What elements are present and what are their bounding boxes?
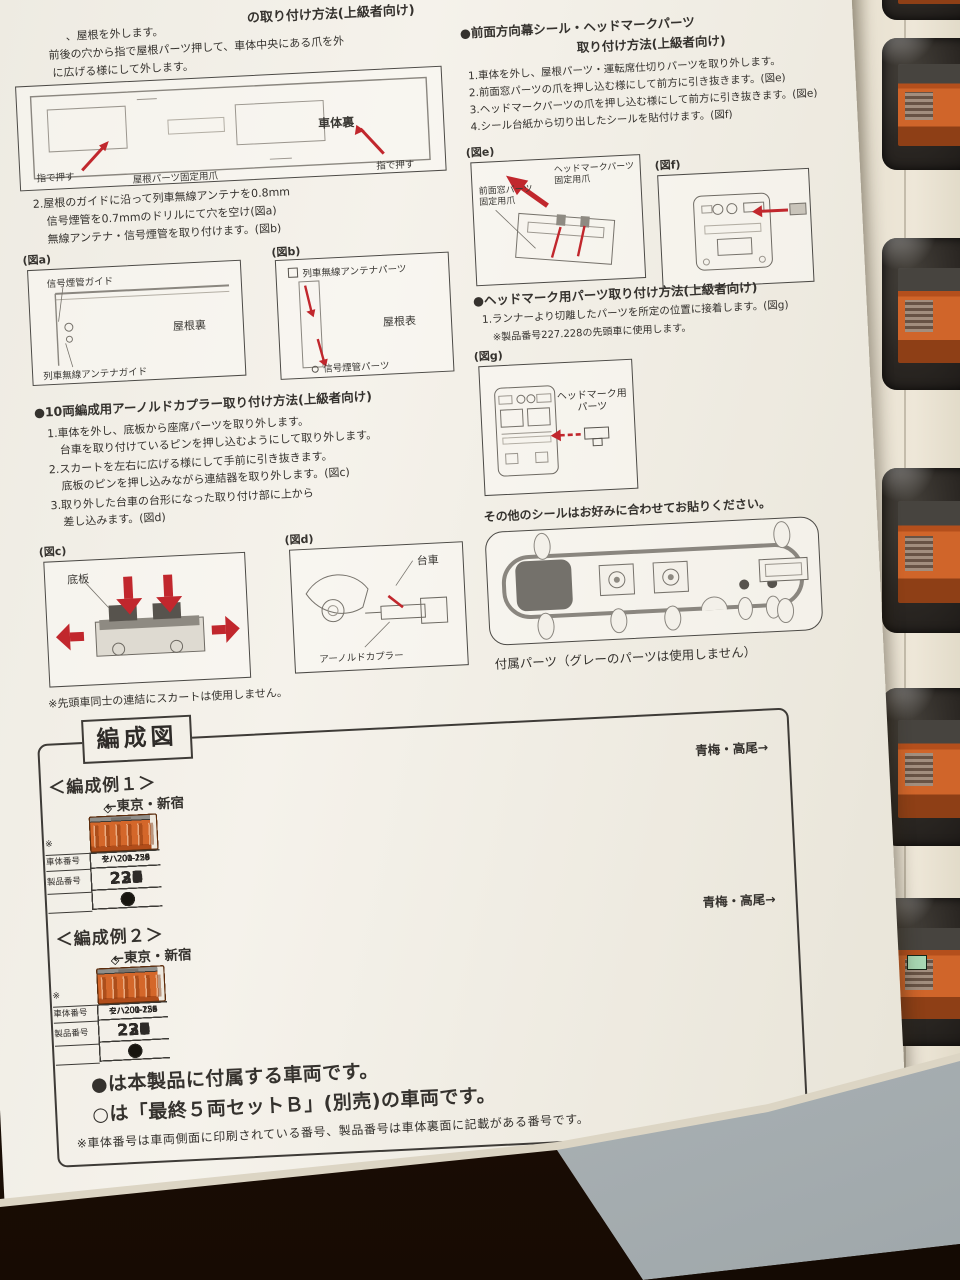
push-here-label: 指で押す xyxy=(36,171,75,185)
marker-circle xyxy=(127,1043,143,1059)
figure-g-label: (図g) xyxy=(473,349,504,364)
formation-2-table: ※ 車体番号 製品番号 ◇ クハ201-128 223 ◇ モハ201-254 … xyxy=(51,954,170,1066)
figure-a-diagram: 信号煙管ガイド 屋根裏 列車無線アンテナガイド xyxy=(27,259,247,387)
instruction-sheet: の取り付け方法(上級者向け) 、屋根を外します。 前後の穴から指で屋根パーツ押し… xyxy=(0,0,910,1241)
formation-row-labels: ※ 車体番号 製品番号 xyxy=(51,956,100,1066)
boxed-model-car-window xyxy=(882,238,960,390)
marker-row xyxy=(47,891,93,914)
figure-g-diagram: ヘッドマーク用パーツ xyxy=(478,358,639,497)
marker-circle xyxy=(120,891,135,907)
bogie-label: 台車 xyxy=(416,553,439,568)
push-here-label: 指で押す xyxy=(376,159,415,172)
figure-e-label: (図e) xyxy=(465,145,495,160)
figure-b-label: (図b) xyxy=(271,244,301,260)
direction-ome-takao: 青梅・高尾→ xyxy=(702,891,776,910)
model-train-car-photo xyxy=(898,64,960,147)
roof-claw-label: 屋根パーツ固定用爪 xyxy=(132,170,219,186)
ownership-marker xyxy=(98,1038,170,1062)
model-train-car-photo xyxy=(898,719,960,818)
formation-1-table: ※ 車体番号 製品番号 ◇ クハ201-128 223 ◇ モハ201-254 … xyxy=(43,802,163,914)
row-note-mark: ※ xyxy=(52,991,61,1002)
formation-car-column: ◇ クハ200-129 232 xyxy=(87,800,163,910)
figure-d-label: (図d) xyxy=(284,532,314,547)
figure-c-diagram: 底板 xyxy=(43,551,252,688)
figure-a-label: (図a) xyxy=(22,253,52,268)
train-car-drawing xyxy=(96,965,166,1005)
headmark-claw-label: ヘッドマークパーツ固定用爪 xyxy=(553,161,635,187)
floor-plate-label: 底板 xyxy=(66,572,90,587)
headmark-part-label: ヘッドマーク用パーツ xyxy=(556,388,628,414)
skirt-note: ※先頭車同士の連結にスカートは使用しません。 xyxy=(47,685,289,711)
train-car-drawing xyxy=(88,813,159,853)
formation-car-column: ◇ クハ200-129 232 xyxy=(95,952,170,1062)
figure-d-diagram: 台車 アーノルドカプラー xyxy=(288,541,469,674)
roof-top-label: 屋根表 xyxy=(382,314,417,329)
model-train-car-photo xyxy=(898,501,960,604)
boxed-model-car-window xyxy=(882,468,960,633)
figure-f-label: (図f) xyxy=(654,158,681,173)
boxed-model-car-window xyxy=(882,0,960,20)
model-train-car-photo xyxy=(898,268,960,363)
destination-sign xyxy=(906,955,928,970)
roof-underside-label: 屋根裏 xyxy=(172,318,207,334)
ownership-marker xyxy=(91,886,163,910)
front-window-claw-label: 前面窓パーツ固定用爪 xyxy=(478,184,533,209)
model-train-car-photo xyxy=(898,927,960,1020)
figure-b-diagram: 列車無線アンテナパーツ 屋根表 信号煙管パーツ xyxy=(274,251,455,380)
figure-e-diagram: 前面窓パーツ固定用爪 ヘッドマークパーツ固定用爪 xyxy=(470,154,647,287)
model-train-car-photo xyxy=(898,0,960,4)
roof-removal-diagram: 指で押す 車体裏 屋根パーツ固定用爪 指で押す xyxy=(15,65,447,192)
coupler-section-heading: ●10両編成用アーノルドカプラー取り付け方法(上級者向け) xyxy=(33,388,373,421)
formation-row-labels: ※ 車体番号 製品番号 xyxy=(43,804,93,914)
direction-ome-takao: 青梅・高尾→ xyxy=(694,739,769,759)
body-underside-label: 車体裏 xyxy=(317,115,355,131)
formation-diagram-title: 編成図 xyxy=(81,714,194,765)
boxed-model-car-window xyxy=(882,688,960,846)
row-note-mark: ※ xyxy=(44,839,53,850)
included-parts-caption: 付属パーツ（グレーのパーツは使用しません） xyxy=(494,644,757,672)
roof-removal-line-art xyxy=(29,76,431,180)
marker-row xyxy=(54,1043,100,1066)
product-number-row-label: 製品番号 xyxy=(53,1020,99,1046)
section-heading-fragment: の取り付け方法(上級者向け) xyxy=(246,2,416,27)
figure-f-diagram xyxy=(657,167,815,290)
step-text: 、屋根を外します。 xyxy=(65,25,164,44)
included-parts-diagram xyxy=(484,515,824,647)
product-number-row-label: 製品番号 xyxy=(46,868,92,894)
figure-c-label: (図c) xyxy=(38,544,67,559)
boxed-model-car-window xyxy=(882,38,960,170)
